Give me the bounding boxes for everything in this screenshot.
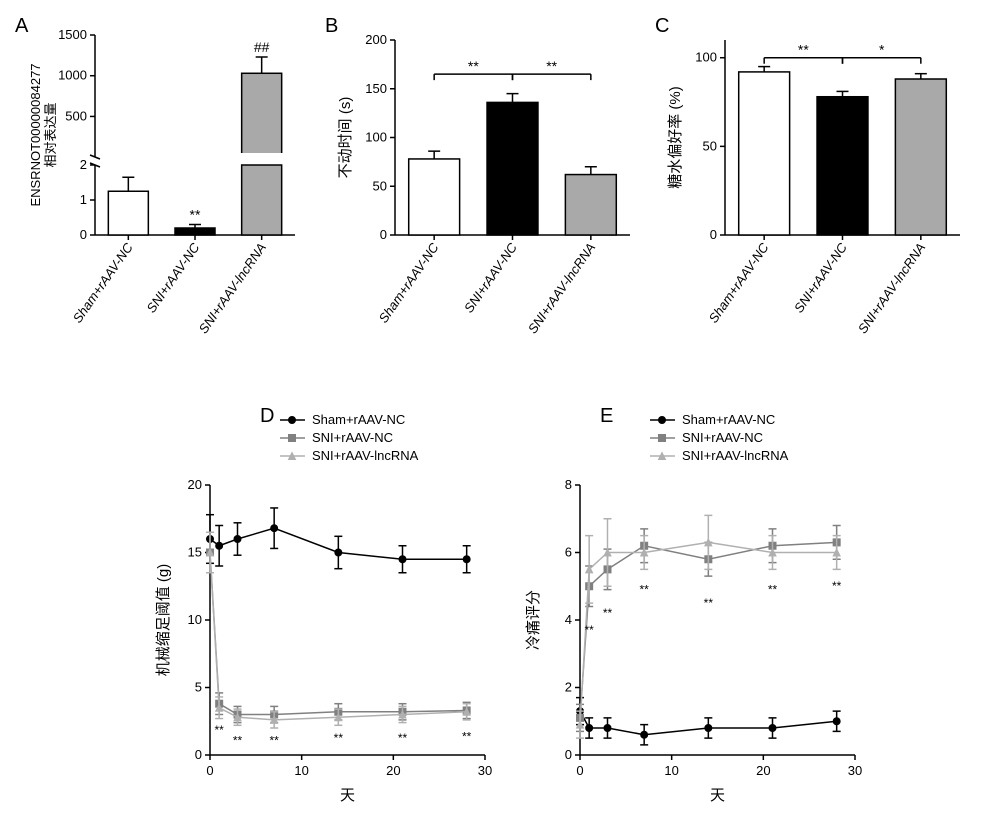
svg-text:0: 0	[380, 227, 387, 242]
svg-text:不动时间 (s): 不动时间 (s)	[337, 97, 354, 179]
svg-text:ENSRNOT00000084277: ENSRNOT00000084277	[28, 63, 43, 206]
svg-text:1500: 1500	[58, 27, 87, 42]
svg-text:15: 15	[188, 545, 202, 560]
svg-text:天: 天	[710, 787, 725, 804]
svg-text:**: **	[233, 734, 243, 748]
svg-text:SNI+rAAV-lncRNA: SNI+rAAV-lncRNA	[312, 448, 419, 463]
svg-text:10: 10	[188, 612, 202, 627]
svg-text:**: **	[462, 730, 472, 744]
panel-label-b: B	[325, 15, 338, 38]
bottom-row: D Sham+rAAV-NC SNI+rAAV-NC SNI+rAAV-lncRNA…	[15, 405, 985, 815]
top-row: A 01250010001500ENSRNOT00000084277相对表达量S…	[15, 15, 985, 395]
svg-text:1: 1	[80, 192, 87, 207]
svg-text:30: 30	[478, 763, 492, 778]
svg-text:Sham+rAAV-NC: Sham+rAAV-NC	[706, 240, 772, 326]
svg-text:8: 8	[565, 477, 572, 492]
svg-text:200: 200	[365, 32, 387, 47]
svg-text:*: *	[879, 42, 885, 58]
svg-text:20: 20	[756, 763, 770, 778]
svg-text:0: 0	[576, 763, 583, 778]
svg-text:SNI+rAAV-lncRNA: SNI+rAAV-lncRNA	[682, 448, 789, 463]
chart-b: 0 50 100 150 200 不动时间 (s) Sham+rAAV-NC SNI+rAAV…	[315, 15, 645, 395]
svg-text:1000: 1000	[58, 68, 87, 83]
chart-e: Sham+rAAV-NC SNI+rAAV-NC SNI+rAAV-lncRNA 0 2…	[500, 405, 870, 815]
chart-a: 0 1 2 500 1000 1500 ENSRNOT00000084277相对表达量 Sha…	[15, 15, 315, 395]
panel-e: E Sham+rAAV-NC SNI+rAAV-NC SNI+rAAV-lncRNA…	[500, 405, 870, 815]
svg-text:20: 20	[386, 763, 400, 778]
svg-text:50: 50	[703, 138, 717, 153]
svg-text:糖水偏好率 (%): 糖水偏好率 (%)	[667, 86, 684, 189]
svg-text:Sham+rAAV-NC: Sham+rAAV-NC	[70, 240, 136, 326]
svg-text:**: **	[214, 723, 224, 737]
svg-text:**: **	[768, 583, 778, 597]
svg-text:**: **	[546, 58, 557, 74]
panel-c: C 0 50 100 糖水偏好率 (%) Sham+rAAV-NC SNI+rAAV-NC…	[645, 15, 975, 395]
svg-text:0: 0	[195, 747, 202, 762]
svg-text:相对表达量: 相对表达量	[43, 102, 58, 167]
svg-text:**: **	[190, 207, 201, 223]
panel-label-d: D	[260, 405, 274, 428]
svg-text:SNI+rAAV-lncRNA: SNI+rAAV-lncRNA	[855, 240, 929, 336]
svg-text:0: 0	[80, 227, 87, 242]
svg-text:0: 0	[206, 763, 213, 778]
svg-text:**: **	[398, 731, 408, 745]
svg-text:100: 100	[365, 130, 387, 145]
svg-text:10: 10	[294, 763, 308, 778]
svg-text:6: 6	[565, 545, 572, 560]
svg-text:SNI+rAAV-NC: SNI+rAAV-NC	[461, 240, 520, 316]
svg-text:Sham+rAAV-NC: Sham+rAAV-NC	[312, 412, 405, 427]
svg-text:##: ##	[254, 39, 270, 55]
svg-text:SNI+rAAV-NC: SNI+rAAV-NC	[791, 240, 850, 316]
svg-text:**: **	[468, 58, 479, 74]
svg-text:Sham+rAAV-NC: Sham+rAAV-NC	[682, 412, 775, 427]
svg-text:4: 4	[565, 612, 572, 627]
svg-text:500: 500	[65, 108, 87, 123]
panel-label-a: A	[15, 15, 28, 38]
svg-text:**: **	[269, 734, 279, 748]
panel-label-e: E	[600, 405, 613, 428]
panel-d: D Sham+rAAV-NC SNI+rAAV-NC SNI+rAAV-lncRNA…	[130, 405, 500, 815]
svg-text:2: 2	[80, 157, 87, 172]
svg-text:**: **	[584, 623, 594, 637]
svg-text:SNI+rAAV-NC: SNI+rAAV-NC	[312, 430, 393, 445]
svg-text:SNI+rAAV-NC: SNI+rAAV-NC	[682, 430, 763, 445]
svg-text:**: **	[832, 579, 842, 593]
panel-b: B 0 50 100 150 200 不动时间 (s) Sham+rAAV-NC SNI+rA…	[315, 15, 645, 395]
panel-a: A 0 1 2 500 1000 1500 ENSRNOT00000084277相对表达量 S…	[15, 15, 315, 395]
svg-text:Sham+rAAV-NC: Sham+rAAV-NC	[376, 240, 442, 326]
svg-text:2: 2	[565, 680, 572, 695]
chart-c: 0 50 100 糖水偏好率 (%) Sham+rAAV-NC SNI+rAAV-NCSN…	[645, 15, 975, 395]
svg-text:30: 30	[848, 763, 862, 778]
svg-text:**: **	[798, 42, 809, 58]
svg-text:50: 50	[373, 178, 387, 193]
panel-label-c: C	[655, 15, 669, 38]
svg-text:**: **	[639, 583, 649, 597]
svg-text:**: **	[704, 596, 714, 610]
svg-text:**: **	[603, 606, 613, 620]
svg-text:10: 10	[664, 763, 678, 778]
svg-text:100: 100	[695, 50, 717, 65]
svg-text:SNI+rAAV-lncRNA: SNI+rAAV-lncRNA	[196, 240, 270, 336]
svg-text:天: 天	[340, 787, 355, 804]
svg-text:150: 150	[365, 81, 387, 96]
svg-text:SNI+rAAV-NC: SNI+rAAV-NC	[143, 240, 202, 316]
svg-text:SNI+rAAV-lncRNA: SNI+rAAV-lncRNA	[525, 240, 599, 336]
svg-text:20: 20	[188, 477, 202, 492]
svg-text:0: 0	[565, 747, 572, 762]
chart-d: Sham+rAAV-NC SNI+rAAV-NC SNI+rAAV-lncRNA 0 5…	[130, 405, 500, 815]
svg-text:冷痛评分: 冷痛评分	[525, 590, 542, 650]
svg-text:5: 5	[195, 680, 202, 695]
svg-text:**: **	[334, 731, 344, 745]
svg-text:机械缩足阈值 (g): 机械缩足阈值 (g)	[155, 564, 172, 677]
svg-text:0: 0	[710, 227, 717, 242]
